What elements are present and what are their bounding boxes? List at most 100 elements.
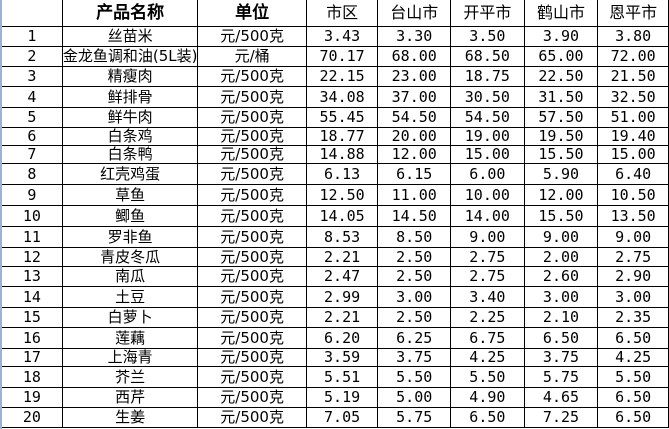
cell-index[interactable]: 5	[2, 107, 63, 128]
cell-enping[interactable]: 9.00	[597, 226, 669, 248]
cell-taishan[interactable]: 2.50	[377, 247, 452, 267]
cell-shiqu[interactable]: 55.45	[305, 107, 379, 128]
cell-heshan[interactable]: 2.00	[523, 247, 599, 267]
cell-enping[interactable]: 21.50	[597, 66, 669, 87]
cell-index[interactable]: 20	[2, 407, 63, 428]
cell-taishan[interactable]: 5.00	[377, 387, 452, 408]
cell-unit[interactable]: 元/500克	[197, 266, 307, 287]
cell-kaiping[interactable]: 6.75	[450, 327, 525, 349]
cell-unit[interactable]: 元/500克	[197, 366, 307, 388]
cell-heshan[interactable]: 19.50	[523, 127, 599, 146]
cell-heshan[interactable]: 3.75	[523, 348, 599, 367]
cell-kaiping[interactable]: 30.50	[450, 86, 525, 108]
cell-shiqu[interactable]: 6.20	[305, 327, 379, 349]
cell-heshan[interactable]: 2.60	[523, 266, 599, 287]
cell-product-name[interactable]: 鲜牛肉	[61, 107, 199, 128]
cell-taishan[interactable]: 3.30	[377, 26, 452, 47]
cell-shiqu[interactable]: 2.99	[305, 286, 379, 308]
header-unit[interactable]: 单位	[197, 0, 307, 27]
cell-kaiping[interactable]: 2.75	[450, 266, 525, 287]
cell-shiqu[interactable]: 22.15	[305, 66, 379, 87]
cell-unit[interactable]: 元/500克	[197, 107, 307, 128]
cell-enping[interactable]: 3.80	[597, 26, 669, 47]
cell-kaiping[interactable]: 6.00	[450, 163, 525, 185]
cell-shiqu[interactable]: 34.08	[305, 86, 379, 108]
cell-product-name[interactable]: 鲜排骨	[61, 86, 199, 108]
cell-taishan[interactable]: 2.50	[377, 266, 452, 287]
cell-taishan[interactable]: 6.25	[377, 327, 452, 349]
cell-heshan[interactable]: 5.75	[523, 366, 599, 388]
cell-heshan[interactable]: 15.50	[523, 145, 599, 164]
cell-unit[interactable]: 元/500克	[197, 286, 307, 308]
cell-kaiping[interactable]: 4.90	[450, 387, 525, 408]
cell-unit[interactable]: 元/桶	[197, 46, 307, 67]
cell-unit[interactable]: 元/500克	[197, 348, 307, 367]
cell-product-name[interactable]: 金龙鱼调和油(5L装)	[61, 46, 199, 67]
cell-product-name[interactable]: 草鱼	[61, 184, 199, 206]
cell-shiqu[interactable]: 7.05	[305, 407, 379, 428]
cell-product-name[interactable]: 南瓜	[61, 266, 199, 287]
header-index[interactable]	[2, 0, 63, 27]
cell-enping[interactable]: 6.40	[597, 163, 669, 185]
cell-enping[interactable]: 6.50	[597, 327, 669, 349]
cell-unit[interactable]: 元/500克	[197, 145, 307, 164]
cell-index[interactable]: 3	[2, 66, 63, 87]
cell-kaiping[interactable]: 54.50	[450, 107, 525, 128]
cell-index[interactable]: 16	[2, 327, 63, 349]
cell-unit[interactable]: 元/500克	[197, 327, 307, 349]
cell-shiqu[interactable]: 2.21	[305, 247, 379, 267]
cell-index[interactable]: 15	[2, 307, 63, 328]
cell-product-name[interactable]: 丝苗米	[61, 26, 199, 47]
cell-kaiping[interactable]: 2.75	[450, 247, 525, 267]
cell-heshan[interactable]: 9.00	[523, 226, 599, 248]
cell-kaiping[interactable]: 14.00	[450, 205, 525, 227]
cell-product-name[interactable]: 精瘦肉	[61, 66, 199, 87]
cell-enping[interactable]: 15.00	[597, 145, 669, 164]
cell-shiqu[interactable]: 2.47	[305, 266, 379, 287]
cell-index[interactable]: 10	[2, 205, 63, 227]
cell-unit[interactable]: 元/500克	[197, 407, 307, 428]
cell-shiqu[interactable]: 12.50	[305, 184, 379, 206]
cell-heshan[interactable]: 5.90	[523, 163, 599, 185]
cell-taishan[interactable]: 3.75	[377, 348, 452, 367]
cell-enping[interactable]: 10.50	[597, 184, 669, 206]
cell-kaiping[interactable]: 9.00	[450, 226, 525, 248]
cell-shiqu[interactable]: 18.77	[305, 127, 379, 146]
header-kaiping[interactable]: 开平市	[450, 0, 525, 27]
cell-kaiping[interactable]: 5.50	[450, 366, 525, 388]
cell-enping[interactable]: 19.40	[597, 127, 669, 146]
cell-unit[interactable]: 元/500克	[197, 307, 307, 328]
cell-unit[interactable]: 元/500克	[197, 184, 307, 206]
cell-product-name[interactable]: 鲫鱼	[61, 205, 199, 227]
cell-enping[interactable]: 4.25	[597, 348, 669, 367]
cell-taishan[interactable]: 12.00	[377, 145, 452, 164]
cell-index[interactable]: 17	[2, 348, 63, 367]
cell-index[interactable]: 2	[2, 46, 63, 67]
cell-index[interactable]: 7	[2, 145, 63, 164]
cell-heshan[interactable]: 65.00	[523, 46, 599, 67]
cell-shiqu[interactable]: 14.05	[305, 205, 379, 227]
cell-taishan[interactable]: 23.00	[377, 66, 452, 87]
cell-unit[interactable]: 元/500克	[197, 247, 307, 267]
cell-shiqu[interactable]: 2.21	[305, 307, 379, 328]
cell-index[interactable]: 13	[2, 266, 63, 287]
cell-unit[interactable]: 元/500克	[197, 26, 307, 47]
cell-unit[interactable]: 元/500克	[197, 387, 307, 408]
cell-heshan[interactable]: 3.90	[523, 26, 599, 47]
cell-heshan[interactable]: 4.65	[523, 387, 599, 408]
cell-taishan[interactable]: 2.50	[377, 307, 452, 328]
cell-unit[interactable]: 元/500克	[197, 163, 307, 185]
cell-shiqu[interactable]: 8.53	[305, 226, 379, 248]
cell-kaiping[interactable]: 3.50	[450, 26, 525, 47]
header-product-name[interactable]: 产品名称	[61, 0, 199, 27]
cell-enping[interactable]: 51.00	[597, 107, 669, 128]
cell-index[interactable]: 14	[2, 286, 63, 308]
cell-shiqu[interactable]: 70.17	[305, 46, 379, 67]
cell-product-name[interactable]: 土豆	[61, 286, 199, 308]
cell-kaiping[interactable]: 4.25	[450, 348, 525, 367]
cell-index[interactable]: 18	[2, 366, 63, 388]
cell-unit[interactable]: 元/500克	[197, 86, 307, 108]
cell-product-name[interactable]: 白萝卜	[61, 307, 199, 328]
cell-enping[interactable]: 2.90	[597, 266, 669, 287]
cell-unit[interactable]: 元/500克	[197, 205, 307, 227]
